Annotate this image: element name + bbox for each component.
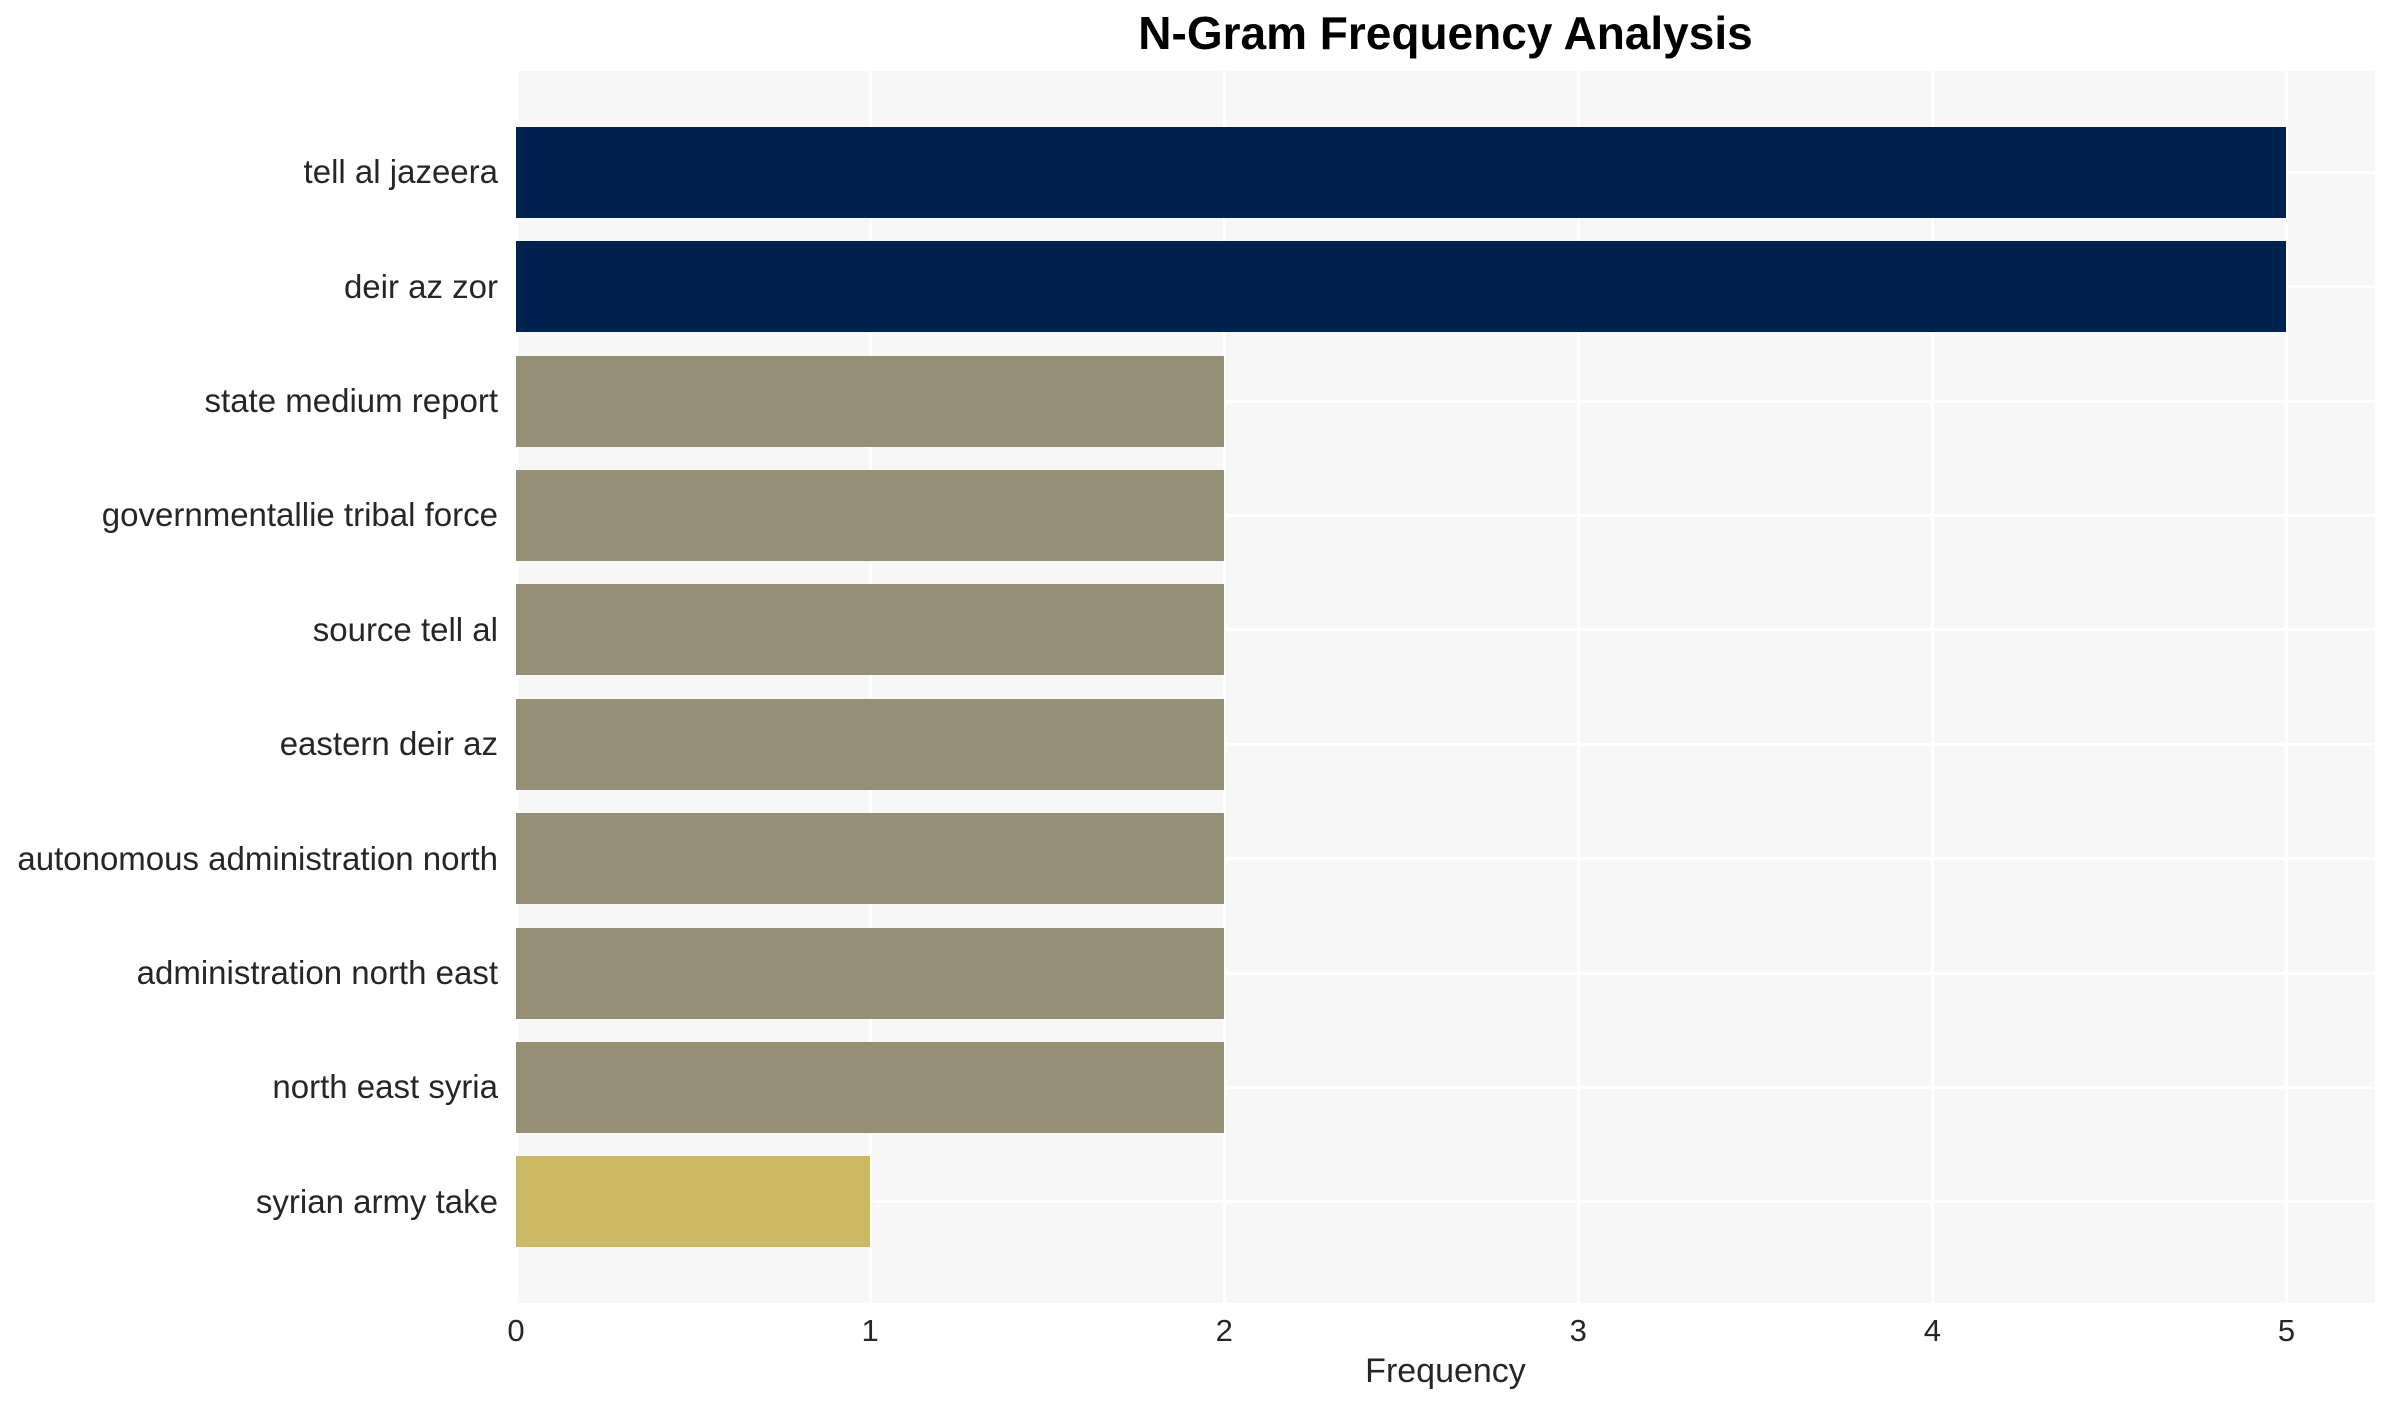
gridline-vertical (1930, 71, 1934, 1303)
plot-area (516, 71, 2375, 1303)
gridline-horizontal (516, 1200, 2375, 1204)
x-tick-label: 3 (1569, 1313, 1587, 1348)
x-axis-title: Frequency (1365, 1352, 1526, 1390)
x-tick-label: 0 (507, 1313, 525, 1348)
bar-governmentallie-tribal-force (516, 469, 1225, 561)
bar-north-east-syria (516, 1041, 1225, 1133)
y-axis-label: eastern deir az (279, 725, 498, 763)
bar-state-medium-report (516, 355, 1225, 447)
gridline-vertical (1222, 71, 1226, 1303)
y-axis-label: state medium report (204, 382, 498, 419)
bar-source-tell-al (516, 584, 1225, 676)
bar-syrian-army-take (516, 1156, 871, 1248)
y-axis-label: autonomous administration north (17, 839, 498, 877)
y-axis-label: governmentallie tribal force (101, 496, 498, 534)
gridline-horizontal (516, 742, 2375, 746)
y-axis-label: north east syria (272, 1068, 498, 1106)
bar-autonomous-administration-north (516, 813, 1225, 905)
y-axis-label: tell al jazeera (303, 153, 498, 191)
bar-tell-al-jazeera (516, 126, 2287, 218)
y-axis-label: syrian army take (255, 1182, 498, 1220)
y-axis-label: administration north east (136, 954, 498, 991)
gridline-horizontal (516, 857, 2375, 861)
gridline-vertical (1576, 71, 1580, 1303)
x-tick-label: 1 (861, 1313, 879, 1348)
gridline-vertical (516, 71, 518, 1303)
gridline-horizontal (516, 399, 2375, 403)
x-tick-label: 4 (1923, 1313, 1941, 1348)
x-tick-label: 2 (1215, 1313, 1233, 1348)
gridline-vertical (2284, 71, 2288, 1303)
gridline-horizontal (516, 513, 2375, 517)
y-axis-label: source tell al (312, 610, 498, 648)
bar-administration-north-east (516, 927, 1225, 1019)
gridline-horizontal (516, 1085, 2375, 1089)
gridline-horizontal (516, 628, 2375, 632)
bar-eastern-deir-az (516, 698, 1225, 790)
chart-title: N-Gram Frequency Analysis (1138, 7, 1753, 59)
gridline-horizontal (516, 971, 2375, 975)
y-axis-label: deir az zor (343, 267, 498, 305)
bar-deir-az-zor (516, 241, 2287, 333)
gridline-vertical (868, 71, 872, 1303)
x-tick-label: 5 (2277, 1313, 2296, 1348)
